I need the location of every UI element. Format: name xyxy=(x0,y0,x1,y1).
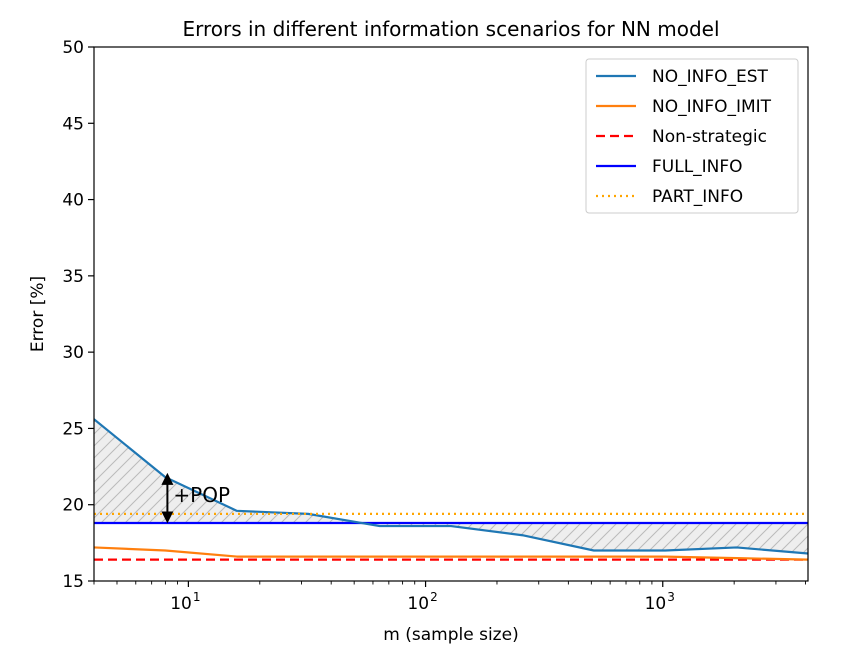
y-tick-label: 30 xyxy=(62,343,84,363)
y-tick-label: 50 xyxy=(62,38,84,58)
series-no-info-imit-line xyxy=(94,546,808,561)
x-axis: 101 102 103 xyxy=(93,581,807,614)
y-tick-label: 40 xyxy=(62,191,84,211)
legend: NO_INFO_EST NO_INFO_IMIT Non-strategic FULL… xyxy=(585,58,799,214)
chart-title: Errors in different information scenario… xyxy=(182,17,719,41)
pop-annotation: +POP xyxy=(161,472,230,524)
x-tick-label: 101 xyxy=(170,590,200,614)
y-tick-label: 35 xyxy=(62,267,84,287)
pop-label: +POP xyxy=(173,483,230,507)
y-tick-label: 20 xyxy=(62,496,84,516)
x-axis-label: m (sample size) xyxy=(383,625,518,645)
legend-box xyxy=(585,58,799,214)
series-no-info-est-line xyxy=(94,418,808,555)
y-tick-label: 15 xyxy=(62,572,84,592)
legend-label-no-info-est: NO_INFO_EST xyxy=(652,67,769,87)
y-tick-label: 45 xyxy=(62,114,84,134)
y-axis-label: Error [%] xyxy=(28,276,48,352)
legend-label-no-info-imit: NO_INFO_IMIT xyxy=(652,97,772,117)
legend-label-part-info: PART_INFO xyxy=(652,187,743,207)
x-tick-label: 102 xyxy=(407,590,437,614)
shaded-region xyxy=(94,419,808,554)
y-axis: 15 20 25 30 35 40 45 50 xyxy=(62,38,94,592)
x-tick-label: 103 xyxy=(645,590,675,614)
legend-label-full-info: FULL_INFO xyxy=(652,157,743,177)
plot-area xyxy=(94,418,808,561)
legend-label-non-strategic: Non-strategic xyxy=(652,127,767,147)
plot-frame xyxy=(93,46,809,582)
series-layer xyxy=(94,418,808,561)
y-tick-label: 25 xyxy=(62,419,84,439)
